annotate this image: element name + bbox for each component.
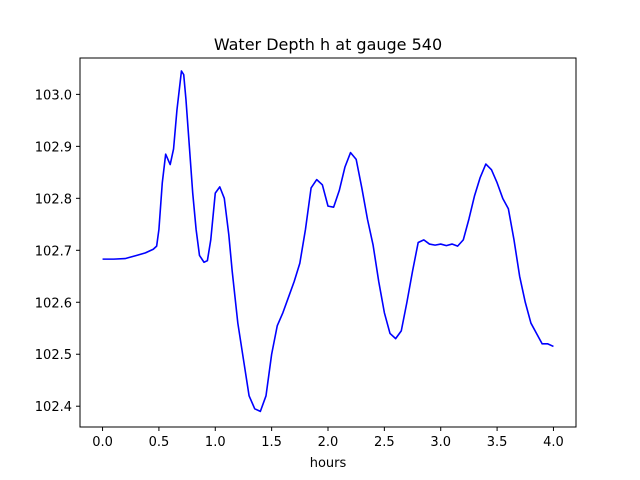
y-tick-label: 102.8 (35, 192, 72, 207)
y-tick-label: 102.4 (35, 400, 72, 415)
x-tick-label: 0.0 (92, 435, 113, 450)
x-tick-label: 1.0 (205, 435, 226, 450)
plot-area (102, 70, 554, 413)
y-axis: 102.4 102.5 102.6 102.7 102.8 102.9 103.0 (35, 88, 80, 415)
x-tick-label: 3.0 (430, 435, 451, 450)
y-tick-label: 102.7 (35, 244, 72, 259)
x-tick-label: 1.5 (261, 435, 282, 450)
x-tick-label: 4.0 (543, 435, 564, 450)
series-line-0 (102, 70, 554, 413)
y-tick-label: 102.6 (35, 296, 72, 311)
x-tick-label: 0.5 (149, 435, 170, 450)
x-axis: 0.0 0.5 1.0 1.5 2.0 2.5 3.0 3.5 4.0 (92, 427, 564, 450)
x-axis-label: hours (310, 456, 347, 471)
chart-title: Water Depth h at gauge 540 (214, 35, 442, 54)
x-tick-label: 2.0 (318, 435, 339, 450)
y-tick-label: 102.9 (35, 140, 72, 155)
x-tick-label: 3.5 (487, 435, 508, 450)
x-tick-label: 2.5 (374, 435, 395, 450)
y-tick-label: 103.0 (35, 88, 72, 103)
y-tick-label: 102.5 (35, 348, 72, 363)
